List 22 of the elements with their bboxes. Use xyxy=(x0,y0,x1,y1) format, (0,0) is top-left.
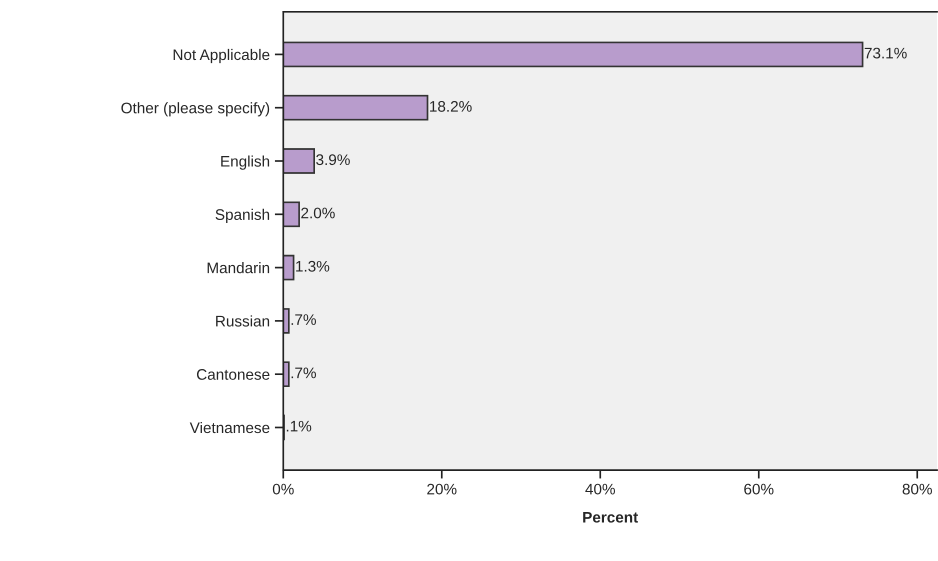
x-tick-label: 80% xyxy=(902,484,932,495)
x-tick-label: 20% xyxy=(427,484,457,495)
y-tick-label: Not Applicable xyxy=(174,48,270,64)
data-label: 2.0% xyxy=(301,208,335,218)
x-tick-label: 0% xyxy=(272,484,294,495)
y-tick-label: English xyxy=(221,155,270,170)
data-label: .1% xyxy=(286,420,312,432)
y-tick-label: Mandarin xyxy=(208,262,270,274)
y-tick-label: Vietnamese xyxy=(190,422,270,434)
data-label: 73.1% xyxy=(864,48,907,59)
data-label: 3.9% xyxy=(316,154,350,166)
data-label: 18.2% xyxy=(430,100,472,112)
y-tick-label: Other (please specify) xyxy=(121,102,270,116)
y-tick-label: Cantonese xyxy=(196,369,270,380)
x-axis-title: Percent xyxy=(583,512,638,523)
y-tick-label: Russian xyxy=(216,315,270,327)
x-tick-label: 60% xyxy=(744,484,774,495)
data-label: .7% xyxy=(292,314,316,325)
data-label: 1.3% xyxy=(296,260,330,272)
y-tick-label: Spanish xyxy=(216,208,270,224)
x-tick-label: 40% xyxy=(585,484,616,495)
data-label: .7% xyxy=(292,368,316,378)
